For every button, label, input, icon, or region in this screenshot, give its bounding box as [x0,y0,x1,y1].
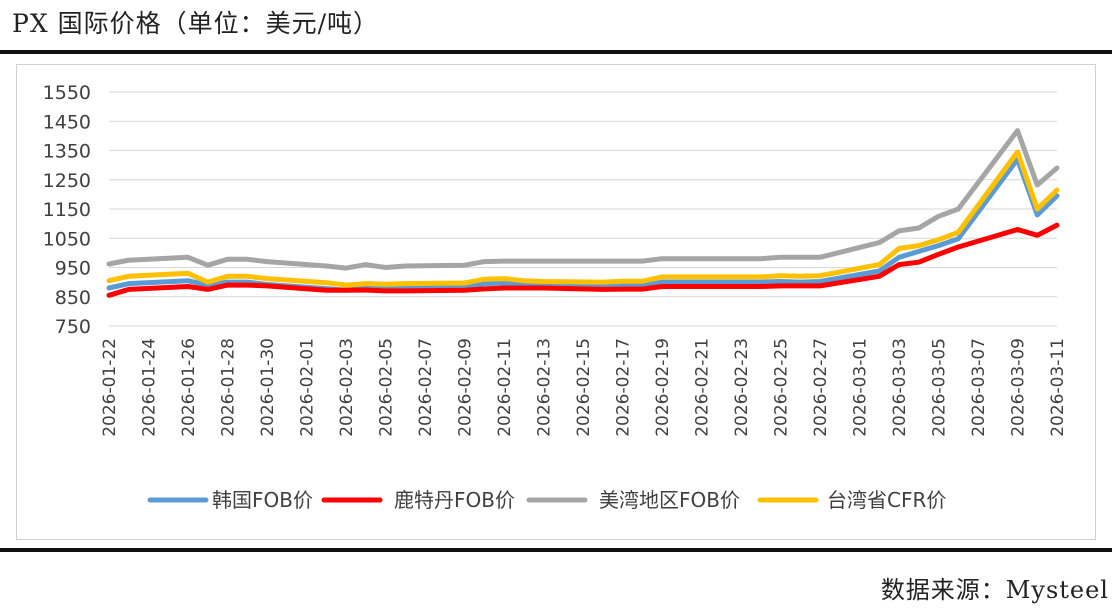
x-tick-label: 2026-02-07 [416,338,436,437]
legend-label: 美湾地区FOB价 [599,488,740,512]
data-source: 数据来源：Mysteel [880,576,1109,604]
x-tick-label: 2026-03-11 [1048,338,1068,437]
y-tick-label: 1050 [43,228,91,250]
x-tick-label: 2026-03-01 [851,338,871,437]
y-tick-label: 1150 [43,199,91,221]
series-line [106,222,1060,298]
x-axis: 2026-01-22 2026-01-24 2026-01-26 2026-01-28… [100,338,1068,437]
series-line [106,128,1060,271]
grid-lines [109,91,1057,327]
x-tick-label: 2026-02-09 [456,338,476,437]
x-tick-label: 2026-01-22 [100,338,120,437]
x-tick-label: 2026-02-25 [772,338,792,437]
y-tick-label: 1450 [43,111,91,133]
y-tick-label: 1550 [43,82,91,104]
chart-title: PX 国际价格（单位：美元/吨） [12,9,379,38]
top-divider [0,50,1112,54]
y-axis: 750 850 950 1050 1150 1250 1350 1450 1550 [43,82,91,338]
line-chart: 750 850 950 1050 1150 1250 1350 1450 1550 2026-0… [43,82,1068,512]
bottom-divider [0,548,1112,552]
x-tick-label: 2026-01-24 [140,338,160,437]
x-tick-label: 2026-02-27 [811,338,831,437]
x-tick-label: 2026-03-07 [969,338,989,437]
series-line [106,149,1060,288]
x-tick-label: 2026-02-15 [574,338,594,437]
x-tick-label: 2026-01-26 [179,338,199,437]
y-tick-label: 850 [55,287,91,309]
y-tick-label: 750 [55,316,91,338]
y-tick-label: 950 [55,258,91,280]
chart-frame: 750 850 950 1050 1150 1250 1350 1450 1550 2026-0… [16,64,1096,540]
x-tick-label: 2026-03-05 [930,338,950,437]
series-lines [106,128,1060,298]
series-line [106,156,1060,293]
x-tick-label: 2026-01-28 [219,338,239,437]
y-tick-label: 1350 [43,141,91,163]
x-tick-label: 2026-02-21 [693,338,713,437]
x-tick-label: 2026-02-23 [732,338,752,437]
legend-label: 台湾省CFR价 [827,488,946,512]
x-tick-label: 2026-02-19 [653,338,673,437]
x-tick-label: 2026-02-03 [337,338,357,437]
x-tick-label: 2026-02-11 [495,338,515,437]
y-tick-label: 1250 [43,170,91,192]
x-tick-label: 2026-01-30 [258,338,278,437]
x-tick-label: 2026-02-13 [535,338,555,437]
x-tick-label: 2026-02-17 [614,338,634,437]
x-tick-label: 2026-03-09 [1009,338,1029,437]
legend-label: 韩国FOB价 [212,488,313,512]
x-tick-label: 2026-03-03 [890,338,910,437]
x-tick-label: 2026-02-05 [377,338,397,437]
x-tick-label: 2026-02-01 [298,338,318,437]
legend: 韩国FOB价 鹿特丹FOB价 美湾地区FOB价 台湾省CFR价 [147,488,946,512]
legend-label: 鹿特丹FOB价 [394,488,515,512]
